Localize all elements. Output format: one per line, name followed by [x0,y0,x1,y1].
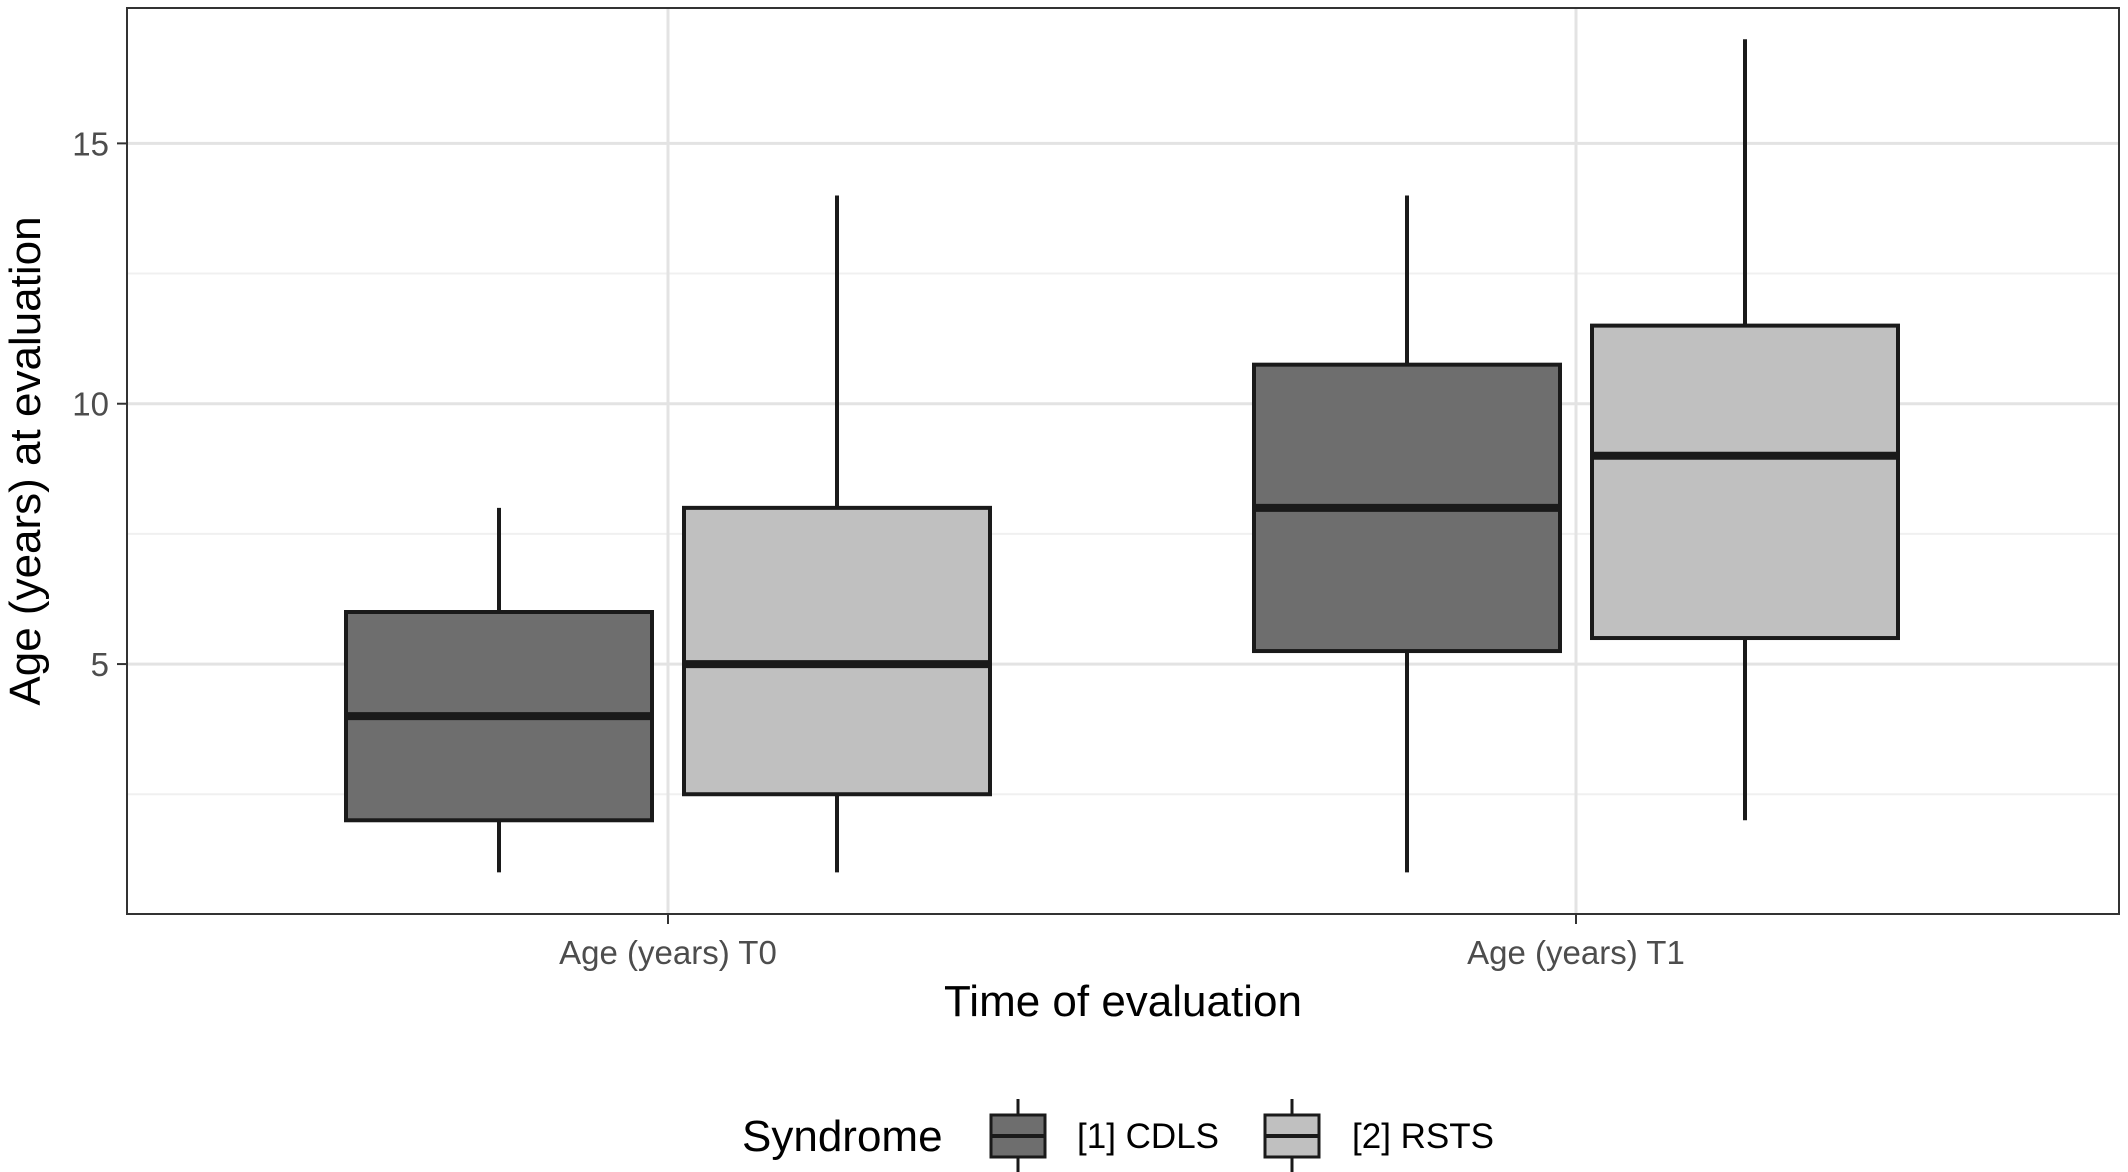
y-tick-label: 10 [72,386,109,423]
x-tick-label: Age (years) T0 [559,934,777,971]
y-tick-label: 15 [72,125,109,162]
legend: Syndrome [1] CDLS [2] RSTS [742,1099,1494,1172]
legend-item-1: [2] RSTS [1263,1099,1494,1172]
box-1-1 [1590,39,1900,821]
y-tick-label: 5 [91,646,109,683]
x-tick-label: Age (years) T1 [1467,934,1685,971]
box-0-0 [344,507,654,873]
y-axis-title: Age (years) at evaluation [1,216,50,705]
box-1-0 [1252,195,1562,873]
x-axis: Age (years) T0 Age (years) T1 [559,914,1685,971]
box-series [344,39,1900,873]
y-axis: 5 10 15 [72,125,127,683]
legend-title: Syndrome [742,1112,943,1161]
legend-item-0: [1] CDLS [989,1099,1219,1172]
x-axis-title: Time of evaluation [944,977,1302,1026]
box-0-1 [682,195,992,873]
legend-label: [2] RSTS [1352,1117,1494,1156]
box-iqr [1590,323,1900,641]
plot-border [126,7,2120,915]
legend-label: [1] CDLS [1077,1117,1219,1156]
box-iqr [682,505,992,797]
